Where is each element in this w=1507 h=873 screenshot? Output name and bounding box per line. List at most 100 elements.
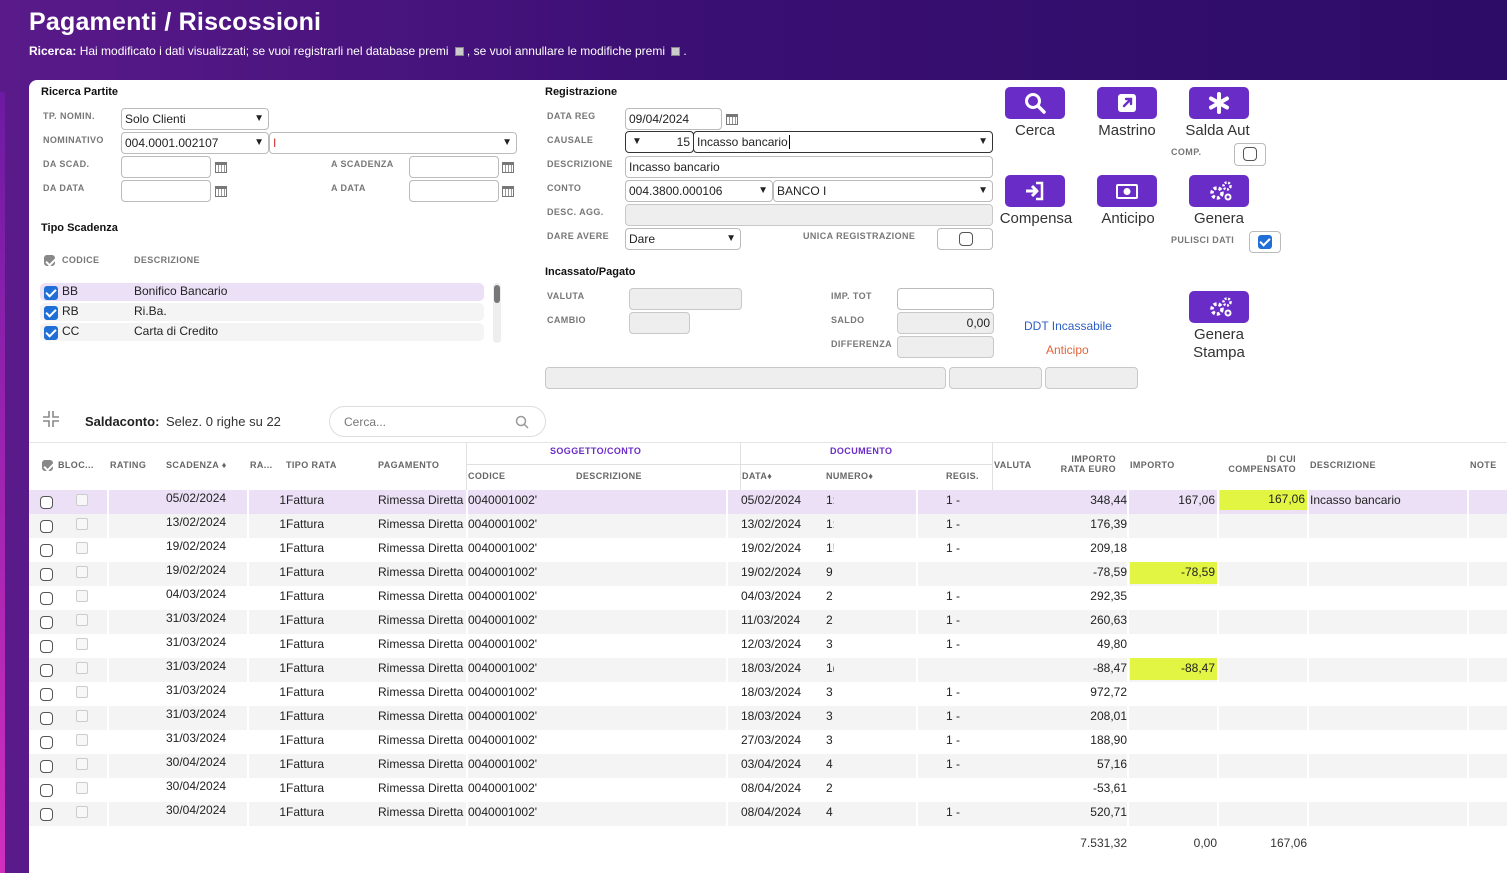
- collapse-icon[interactable]: [42, 410, 60, 428]
- row-checkbox[interactable]: [40, 784, 53, 797]
- row-checkbox[interactable]: [40, 568, 53, 581]
- col-importo[interactable]: IMPORTO: [1130, 460, 1175, 470]
- mastrino-button[interactable]: [1097, 87, 1157, 119]
- calendar-icon[interactable]: [726, 114, 738, 125]
- cell-di-cui[interactable]: [1220, 634, 1307, 654]
- da-data-input[interactable]: [121, 180, 211, 202]
- anticipo-label[interactable]: Anticipo: [1101, 210, 1155, 227]
- a-scadenza-input[interactable]: [409, 156, 499, 178]
- ddt-incassabile-link[interactable]: DDT Incassabile: [1024, 319, 1112, 333]
- row-checkbox[interactable]: [40, 736, 53, 749]
- salda-aut-button[interactable]: [1189, 87, 1249, 119]
- row-checkbox[interactable]: [40, 664, 53, 677]
- cell-descrizione[interactable]: Incasso bancario: [1310, 493, 1401, 507]
- calendar-icon[interactable]: [215, 186, 227, 197]
- bloc-checkbox[interactable]: [76, 806, 88, 818]
- col-di-cui-compensato[interactable]: DI CUI COMPENSATO: [1222, 454, 1296, 474]
- bloc-checkbox[interactable]: [76, 662, 88, 674]
- anticipo-button[interactable]: [1097, 175, 1157, 207]
- saldaconto-search[interactable]: Cerca...: [329, 406, 546, 437]
- nominativo-code-select[interactable]: 004.0001.002107 ▼: [121, 132, 269, 154]
- pulisci-dati-checkbox[interactable]: [1258, 235, 1272, 249]
- mastrino-label[interactable]: Mastrino: [1098, 122, 1156, 139]
- cell-importo[interactable]: -78,59: [1130, 562, 1217, 584]
- cell-importo[interactable]: [1130, 802, 1217, 824]
- col-bloc[interactable]: BLOC...: [58, 460, 94, 470]
- item-checkbox[interactable]: [44, 306, 58, 320]
- select-all-checkbox[interactable]: [44, 255, 55, 266]
- bloc-checkbox[interactable]: [76, 518, 88, 530]
- bloc-checkbox[interactable]: [76, 542, 88, 554]
- col-tipo-rata[interactable]: TIPO RATA: [286, 460, 337, 470]
- compensa-button[interactable]: [1005, 175, 1065, 207]
- cell-importo[interactable]: 167,06: [1178, 493, 1215, 507]
- undo-icon[interactable]: [671, 47, 681, 57]
- col-ra[interactable]: RA...: [250, 460, 273, 470]
- table-row[interactable]: 30/04/2024 1 Fattura Rimessa Diretta 0040001…: [29, 802, 1507, 826]
- cell-importo[interactable]: [1130, 538, 1217, 560]
- unica-registrazione-checkbox[interactable]: [959, 232, 973, 246]
- genera-label[interactable]: Genera: [1193, 210, 1245, 227]
- causale-code-select[interactable]: ▼ 15: [625, 131, 694, 153]
- imp-tot-input[interactable]: [897, 288, 994, 310]
- sort-icon[interactable]: ♦: [767, 471, 773, 481]
- col-note[interactable]: NOTE: [1470, 460, 1497, 470]
- cell-di-cui[interactable]: [1220, 562, 1307, 582]
- row-checkbox[interactable]: [40, 640, 53, 653]
- table-row[interactable]: 04/03/2024 1 Fattura Rimessa Diretta 0040001…: [29, 586, 1507, 610]
- row-checkbox[interactable]: [40, 688, 53, 701]
- conto-code-select[interactable]: 004.3800.000106 ▼: [625, 180, 773, 202]
- list-scrollbar[interactable]: [493, 283, 501, 343]
- table-row[interactable]: 31/03/2024 1 Fattura Rimessa Diretta 0040001…: [29, 682, 1507, 706]
- cell-di-cui[interactable]: 167,06: [1220, 490, 1307, 510]
- genera-stampa-label-2[interactable]: Stampa: [1193, 344, 1245, 361]
- save-db-icon[interactable]: [454, 47, 464, 57]
- bloc-checkbox[interactable]: [76, 710, 88, 722]
- cerca-button[interactable]: [1005, 87, 1065, 119]
- cell-importo[interactable]: [1130, 778, 1217, 800]
- list-item[interactable]: BB Bonifico Bancario: [40, 283, 484, 301]
- nominativo-name-select[interactable]: I ▼: [269, 132, 517, 154]
- cell-di-cui[interactable]: [1220, 730, 1307, 750]
- cell-importo[interactable]: [1130, 754, 1217, 776]
- cell-di-cui[interactable]: [1220, 586, 1307, 606]
- row-checkbox[interactable]: [40, 520, 53, 533]
- data-reg-input[interactable]: 09/04/2024: [625, 108, 722, 130]
- a-data-input[interactable]: [409, 180, 499, 202]
- row-checkbox[interactable]: [40, 544, 53, 557]
- bloc-checkbox[interactable]: [76, 614, 88, 626]
- cell-di-cui[interactable]: [1220, 610, 1307, 630]
- unica-registrazione-box[interactable]: [937, 228, 993, 250]
- bloc-checkbox[interactable]: [76, 494, 88, 506]
- row-checkbox[interactable]: [40, 616, 53, 629]
- descrizione-input[interactable]: Incasso bancario: [625, 156, 993, 178]
- calendar-icon[interactable]: [215, 162, 227, 173]
- cell-importo[interactable]: [1130, 610, 1217, 632]
- item-checkbox[interactable]: [44, 326, 58, 340]
- col-valuta[interactable]: VALUTA: [994, 460, 1032, 470]
- comp-box[interactable]: [1234, 143, 1266, 166]
- table-row[interactable]: 31/03/2024 1 Fattura Rimessa Diretta 0040001…: [29, 610, 1507, 634]
- bloc-checkbox[interactable]: [76, 734, 88, 746]
- causale-desc-select[interactable]: Incasso bancario ▼: [693, 131, 993, 153]
- item-checkbox[interactable]: [44, 286, 58, 300]
- row-checkbox[interactable]: [40, 712, 53, 725]
- cell-di-cui[interactable]: [1220, 802, 1307, 822]
- row-checkbox[interactable]: [40, 496, 53, 509]
- table-row[interactable]: 31/03/2024 1 Fattura Rimessa Diretta 0040001…: [29, 706, 1507, 730]
- calendar-icon[interactable]: [502, 162, 514, 173]
- bloc-checkbox[interactable]: [76, 566, 88, 578]
- row-checkbox[interactable]: [40, 760, 53, 773]
- table-row[interactable]: 31/03/2024 1 Fattura Rimessa Diretta 0040001…: [29, 658, 1507, 682]
- bloc-checkbox[interactable]: [76, 782, 88, 794]
- col-data[interactable]: DATA♦: [742, 471, 772, 481]
- conto-name-select[interactable]: BANCO I ▼: [773, 180, 993, 202]
- cell-di-cui[interactable]: [1220, 514, 1307, 534]
- cell-di-cui[interactable]: [1220, 538, 1307, 558]
- cell-di-cui[interactable]: [1220, 706, 1307, 726]
- col-importo-rata[interactable]: IMPORTO RATA EURO: [1058, 454, 1116, 474]
- col-codice[interactable]: CODICE: [468, 471, 506, 481]
- cell-di-cui[interactable]: [1220, 754, 1307, 774]
- cell-importo[interactable]: [1130, 634, 1217, 656]
- sort-icon[interactable]: ♦: [221, 460, 227, 470]
